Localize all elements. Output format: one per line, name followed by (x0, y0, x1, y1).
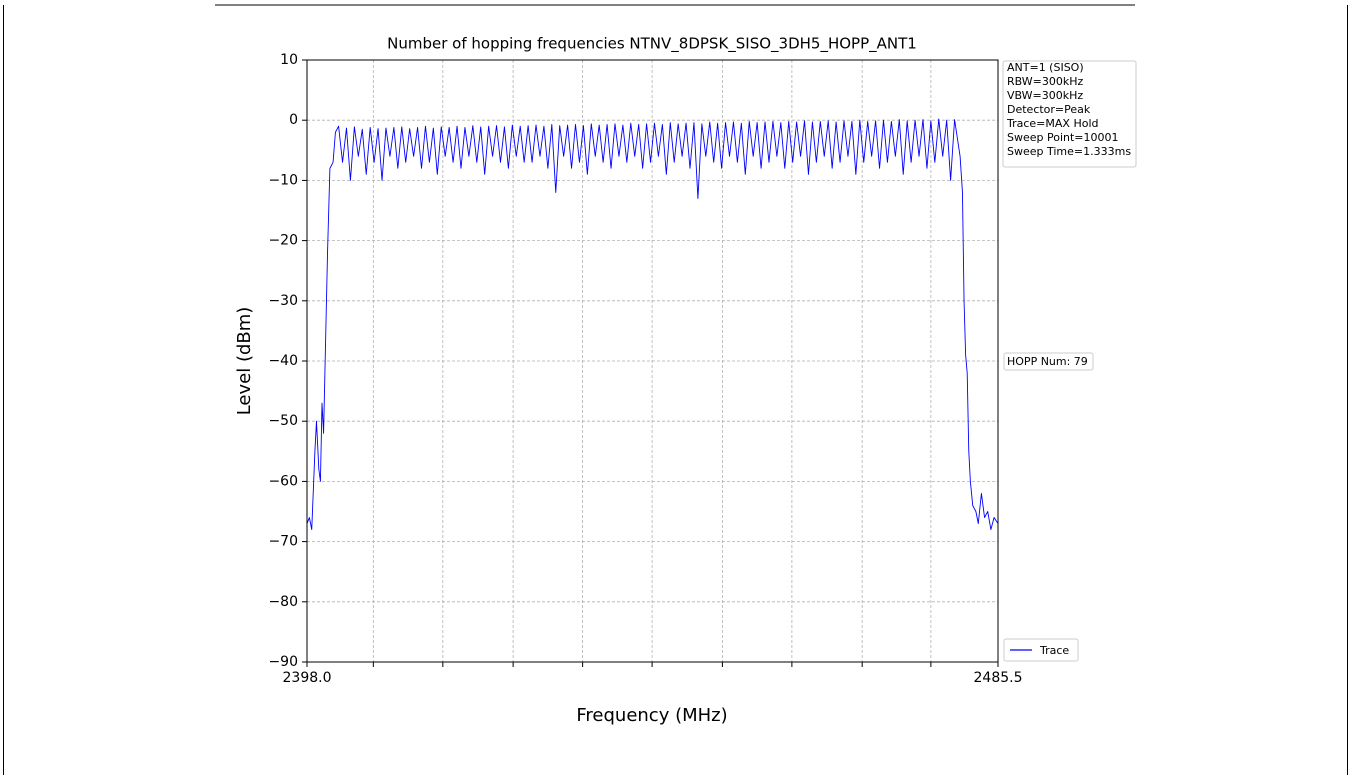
plot (306, 118, 999, 531)
info-text: Sweep Time=1.333ms (1007, 145, 1131, 158)
hopp-box (1003, 352, 1094, 371)
x-tick-label: 2485.5 (974, 670, 1023, 686)
y-tick-label: −90 (268, 654, 298, 670)
y-tick-label: 10 (280, 52, 298, 68)
y-axis-label: Level (dBm) (234, 307, 255, 416)
chart-title: Number of hopping frequencies NTNV_8DPSK… (387, 35, 917, 54)
trace-line (306, 118, 999, 531)
y-tick-label: −30 (268, 293, 298, 309)
legend-box (1003, 638, 1079, 662)
hopp-text: HOPP Num: 79 (1007, 355, 1088, 368)
info-box (1002, 60, 1137, 168)
y-tick-label: −40 (268, 353, 298, 369)
info-text: Detector=Peak (1007, 103, 1091, 116)
x-axis-label: Frequency (MHz) (576, 705, 727, 726)
side-panel: ANT=1 (SISO)RBW=300kHzVBW=300kHzDetector… (1002, 60, 1137, 662)
y-tick-label: −10 (268, 172, 298, 188)
y-tick-label: 0 (289, 112, 298, 128)
legend-label: Trace (1039, 644, 1069, 657)
info-text: Sweep Point=10001 (1007, 131, 1119, 144)
y-tick-label: −70 (268, 534, 298, 550)
y-tick-label: −60 (268, 473, 298, 489)
x-tick-label: 2398.0 (283, 670, 332, 686)
y-tick-label: −20 (268, 233, 298, 249)
y-tick-label: −50 (268, 413, 298, 429)
info-text: Trace=MAX Hold (1006, 117, 1099, 130)
info-text: VBW=300kHz (1007, 89, 1083, 102)
y-tick-label: −80 (268, 594, 298, 610)
info-text: RBW=300kHz (1007, 75, 1084, 88)
plot-frame (306, 59, 999, 663)
info-text: ANT=1 (SISO) (1007, 61, 1084, 74)
